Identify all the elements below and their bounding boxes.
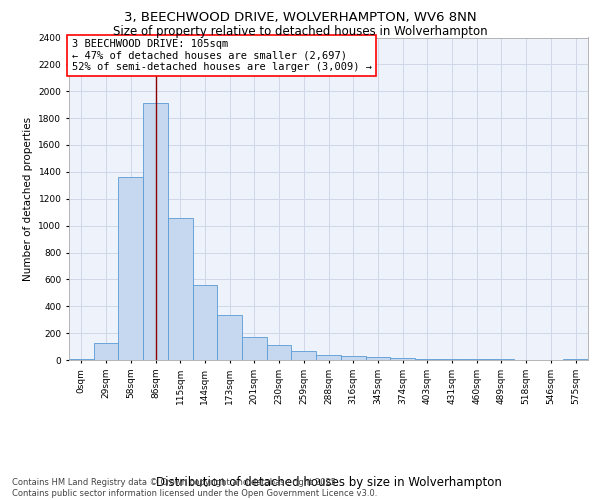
Bar [118,178,143,360]
Y-axis label: Number of detached properties: Number of detached properties [23,116,33,281]
Bar [267,344,292,360]
Bar [341,356,365,360]
Text: Size of property relative to detached houses in Wolverhampton: Size of property relative to detached ho… [113,25,487,38]
Text: 3 BEECHWOOD DRIVE: 105sqm
← 47% of detached houses are smaller (2,697)
52% of se: 3 BEECHWOOD DRIVE: 105sqm ← 47% of detac… [71,39,371,72]
Bar [193,285,217,360]
Text: 3, BEECHWOOD DRIVE, WOLVERHAMPTON, WV6 8NN: 3, BEECHWOOD DRIVE, WOLVERHAMPTON, WV6 8… [124,11,476,24]
Bar [94,343,118,360]
X-axis label: Distribution of detached houses by size in Wolverhampton: Distribution of detached houses by size … [155,476,502,489]
Bar [316,356,341,360]
Bar [242,337,267,360]
Bar [168,218,193,360]
Bar [69,358,94,360]
Bar [563,358,588,360]
Text: Contains HM Land Registry data © Crown copyright and database right 2025.
Contai: Contains HM Land Registry data © Crown c… [12,478,377,498]
Bar [217,315,242,360]
Bar [365,356,390,360]
Bar [143,104,168,360]
Bar [292,352,316,360]
Bar [390,358,415,360]
